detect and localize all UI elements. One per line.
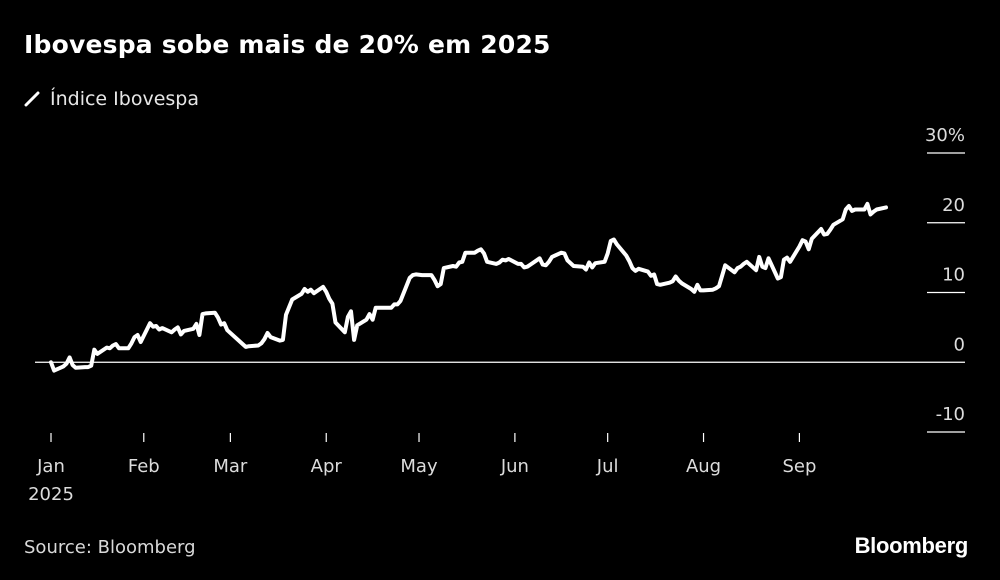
y-tick-label: 30%	[925, 125, 965, 146]
x-axis: Jan Feb Mar Apr May Jun Jul Aug Sep 2025	[28, 433, 816, 505]
series-line-ibovespa	[49, 201, 888, 373]
legend-label: Índice Ibovespa	[50, 88, 199, 110]
x-tick-label: Feb	[128, 456, 160, 477]
x-tick-label: Sep	[782, 456, 816, 477]
x-tick-label: Jun	[500, 456, 529, 477]
y-tick-label: 10	[942, 265, 965, 286]
plot-area	[49, 201, 888, 373]
y-tick-labels: 30% 20 10 0 -10	[925, 125, 965, 425]
x-tick-label: May	[400, 456, 438, 477]
legend-line-icon	[24, 91, 40, 107]
x-tick-label: Mar	[213, 456, 248, 477]
y-tick-label: 0	[954, 334, 965, 355]
x-tick-label: Jan	[36, 456, 65, 477]
chart-title: Ibovespa sobe mais de 20% em 2025	[24, 30, 551, 59]
x-year-label: 2025	[28, 484, 74, 505]
y-tick-label: -10	[936, 404, 965, 425]
x-tick-label: Aug	[686, 456, 721, 477]
source-note: Source: Bloomberg	[24, 537, 196, 558]
legend: Índice Ibovespa	[24, 88, 199, 110]
x-tick-label: Jul	[596, 456, 619, 477]
x-tick-label: Apr	[311, 456, 343, 477]
bloomberg-logo: Bloomberg	[854, 533, 969, 558]
y-tick-label: 20	[942, 195, 965, 216]
y-gridlines	[35, 152, 965, 433]
